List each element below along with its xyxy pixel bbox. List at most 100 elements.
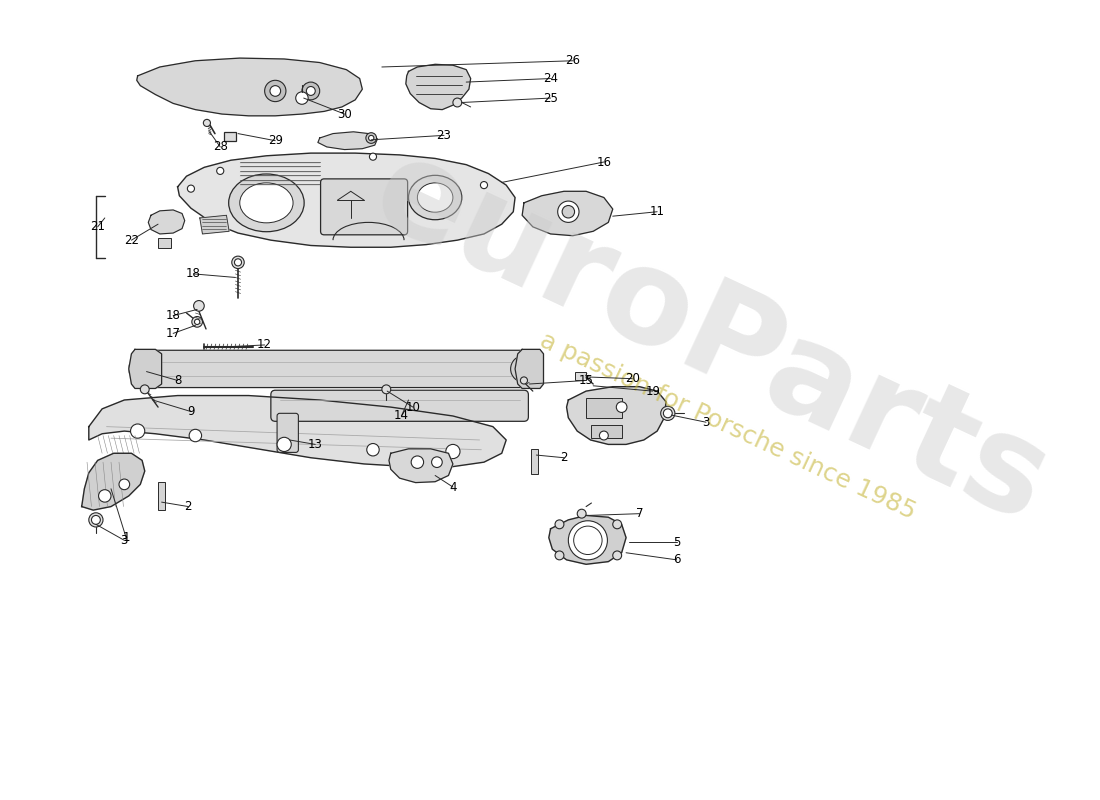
Text: 15: 15: [579, 374, 594, 387]
Polygon shape: [177, 153, 515, 247]
Circle shape: [307, 86, 316, 95]
Circle shape: [204, 119, 210, 126]
Text: 18: 18: [186, 267, 201, 280]
Polygon shape: [389, 449, 453, 482]
Circle shape: [131, 424, 145, 438]
Circle shape: [556, 520, 564, 529]
Circle shape: [99, 490, 111, 502]
Polygon shape: [129, 350, 162, 389]
Circle shape: [613, 520, 621, 529]
Bar: [586, 398, 622, 418]
Polygon shape: [515, 350, 543, 389]
Text: 24: 24: [543, 72, 558, 85]
Circle shape: [661, 406, 675, 421]
Circle shape: [481, 182, 487, 189]
Circle shape: [270, 86, 280, 96]
Text: 3: 3: [121, 534, 128, 547]
Polygon shape: [522, 191, 613, 236]
Circle shape: [366, 443, 379, 456]
Text: 28: 28: [212, 141, 228, 154]
Text: 1: 1: [122, 531, 130, 544]
Circle shape: [194, 301, 205, 311]
Ellipse shape: [417, 183, 453, 212]
Circle shape: [613, 551, 621, 560]
Circle shape: [119, 479, 130, 490]
Bar: [575, 371, 586, 381]
Polygon shape: [200, 215, 229, 234]
Circle shape: [277, 438, 292, 451]
Text: 21: 21: [90, 220, 106, 234]
Text: 13: 13: [308, 438, 322, 451]
Ellipse shape: [408, 175, 462, 220]
Text: 20: 20: [625, 372, 640, 385]
Text: 10: 10: [406, 401, 420, 414]
FancyBboxPatch shape: [132, 350, 534, 387]
FancyBboxPatch shape: [271, 390, 528, 422]
Ellipse shape: [240, 183, 293, 223]
Circle shape: [296, 92, 308, 104]
Polygon shape: [136, 58, 362, 116]
Circle shape: [141, 385, 150, 394]
FancyBboxPatch shape: [277, 414, 298, 452]
Circle shape: [569, 521, 607, 560]
Circle shape: [195, 319, 200, 325]
Polygon shape: [566, 386, 666, 445]
Circle shape: [453, 98, 462, 107]
Bar: [223, 132, 236, 141]
Circle shape: [431, 457, 442, 467]
Text: 14: 14: [394, 410, 409, 422]
Circle shape: [217, 167, 223, 174]
Text: 8: 8: [174, 374, 182, 387]
Text: 9: 9: [187, 405, 195, 418]
Text: 2: 2: [560, 451, 568, 464]
Text: 4: 4: [449, 481, 456, 494]
Text: 6: 6: [673, 554, 681, 566]
Circle shape: [574, 526, 602, 554]
Circle shape: [562, 206, 574, 218]
Text: 3: 3: [702, 416, 710, 429]
Bar: [531, 449, 538, 474]
Circle shape: [91, 515, 100, 524]
Text: 5: 5: [673, 535, 681, 549]
Text: 16: 16: [596, 155, 612, 169]
Circle shape: [187, 185, 195, 192]
Ellipse shape: [229, 174, 305, 232]
Circle shape: [578, 510, 586, 518]
Polygon shape: [81, 454, 145, 510]
Text: 12: 12: [257, 338, 272, 351]
Text: 19: 19: [646, 385, 660, 398]
Text: a passion for Porsche since 1985: a passion for Porsche since 1985: [537, 329, 920, 525]
Circle shape: [366, 133, 376, 143]
Circle shape: [189, 430, 201, 442]
Circle shape: [411, 456, 424, 468]
Bar: [158, 238, 170, 248]
Text: 17: 17: [166, 327, 180, 340]
Circle shape: [558, 201, 579, 222]
Polygon shape: [148, 210, 185, 234]
Circle shape: [446, 445, 460, 458]
Text: 7: 7: [636, 507, 644, 520]
Text: 30: 30: [338, 107, 352, 121]
Bar: [591, 425, 622, 438]
Circle shape: [191, 317, 202, 327]
Circle shape: [368, 135, 374, 141]
Circle shape: [600, 431, 608, 440]
Circle shape: [520, 377, 528, 384]
Text: 29: 29: [267, 134, 283, 147]
Polygon shape: [406, 64, 471, 110]
Text: 18: 18: [166, 309, 180, 322]
Text: euroParts: euroParts: [353, 126, 1067, 550]
Text: 26: 26: [565, 54, 581, 67]
Text: 25: 25: [543, 91, 558, 105]
Circle shape: [265, 80, 286, 102]
Polygon shape: [549, 515, 626, 564]
Polygon shape: [318, 132, 377, 150]
Bar: [158, 482, 165, 510]
Polygon shape: [89, 395, 506, 466]
Circle shape: [232, 256, 244, 269]
FancyBboxPatch shape: [320, 179, 408, 235]
Text: 11: 11: [650, 206, 664, 218]
Text: 2: 2: [185, 500, 192, 513]
Circle shape: [616, 402, 627, 413]
Text: 23: 23: [437, 129, 451, 142]
